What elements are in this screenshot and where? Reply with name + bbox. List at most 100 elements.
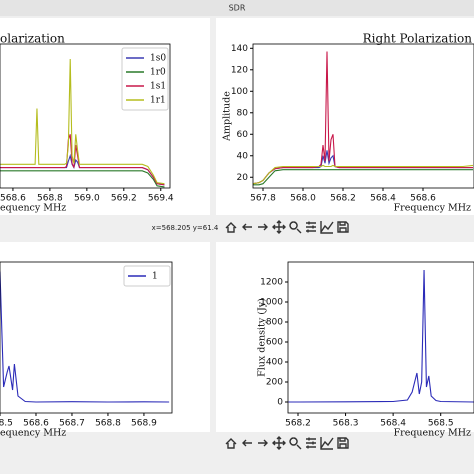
zoom-button[interactable]	[288, 436, 302, 450]
y-tick-label: 20	[237, 173, 249, 183]
x-tick-label: 569.2	[111, 194, 137, 204]
x-tick-label: 568.6	[23, 419, 49, 429]
configure-button[interactable]	[304, 436, 318, 450]
x-tick-label: 568.4	[370, 194, 396, 204]
configure-button[interactable]	[304, 220, 318, 234]
lines	[0, 59, 165, 188]
y-tick-label: 1000	[260, 298, 283, 308]
x-tick-label: 568.7	[59, 419, 85, 429]
y-tick-label: 80	[237, 108, 249, 118]
x-tick-label: 568.5	[0, 419, 13, 429]
series-line	[0, 270, 170, 403]
axes: 568.5 568.6 568.7 568.8 568.9 equency MHz 1	[0, 261, 173, 439]
x-axis-label: Frequency MHz	[394, 428, 471, 439]
series-line	[253, 164, 474, 185]
legend-label: 1r0	[150, 68, 166, 78]
button-area	[320, 436, 334, 450]
legend-label: 1s1	[150, 82, 166, 92]
series-line	[0, 134, 165, 186]
x-axis-label: Frequency MHz	[394, 203, 471, 214]
y-tick-label: 600	[266, 338, 283, 348]
y-axis-label: Amplitude	[222, 91, 233, 142]
panel	[0, 242, 210, 432]
legend-label: 1s0	[150, 54, 166, 64]
x-tick-label: 568.2	[285, 419, 311, 429]
panel	[0, 18, 210, 215]
icon	[289, 221, 302, 234]
icon	[306, 437, 316, 449]
axes: 568.2 568.3 568.4 568.5 0 200 400 600 800 1000 120…	[257, 261, 474, 439]
y-axis-label: Flux density (Jy)	[257, 298, 268, 377]
pan-button[interactable]	[272, 220, 286, 234]
y-tick-label: 400	[266, 358, 283, 368]
panel	[216, 18, 474, 215]
edit-axes-button[interactable]	[320, 220, 334, 234]
icon	[289, 437, 302, 450]
x-tick-label: 569.4	[148, 194, 174, 204]
panel	[216, 242, 474, 432]
icon	[225, 222, 237, 233]
y-tick-label: 140	[231, 44, 248, 54]
x-tick-label: 568.6	[0, 194, 26, 204]
icon	[272, 220, 286, 234]
x-axis-label: equency MHz	[0, 428, 66, 439]
y-tick-label: 120	[231, 65, 248, 75]
forward-button[interactable]	[256, 436, 270, 450]
y-tick-label: 800	[266, 318, 283, 328]
icon	[242, 223, 252, 231]
x-tick-label: 567.8	[250, 194, 276, 204]
back-button[interactable]	[240, 436, 254, 450]
axes-frame	[287, 261, 474, 414]
x-tick-label: 568.4	[380, 419, 406, 429]
home-button[interactable]	[224, 220, 238, 234]
axes: 567.8 568.0 568.2 568.4 568.6 20 40 60 80 100 120 1…	[222, 32, 474, 214]
x-tick-label: 568.3	[333, 419, 359, 429]
x-axis-label: equency MHz	[0, 203, 66, 214]
legend: 1	[123, 265, 171, 287]
y-tick-label: 100	[231, 87, 248, 97]
lines	[253, 51, 474, 186]
chart-title: Right Polarization	[363, 32, 473, 46]
axes-frame	[0, 43, 171, 189]
icon	[225, 438, 237, 449]
icon	[258, 439, 268, 447]
y-tick-label: 200	[266, 378, 283, 388]
lines	[0, 270, 170, 403]
save-button[interactable]	[336, 436, 350, 450]
x-tick-label: 569.0	[74, 194, 100, 204]
x-tick-label: 568.2	[330, 194, 356, 204]
chart-title: olarization	[0, 32, 65, 46]
icon	[320, 437, 334, 450]
button-area	[320, 220, 334, 234]
window-title: SDR	[229, 4, 246, 13]
legend-box	[123, 265, 171, 287]
series-line	[253, 169, 473, 186]
forward-button[interactable]	[256, 220, 270, 234]
zoom-button[interactable]	[288, 220, 302, 234]
y-tick-label: 1200	[260, 278, 283, 288]
legend-label: 1	[152, 272, 158, 282]
pan-button[interactable]	[272, 436, 286, 450]
x-tick-label: 568.9	[131, 419, 157, 429]
x-tick-label: 568.6	[410, 194, 436, 204]
title-bar	[0, 0, 474, 16]
legend-box	[121, 47, 169, 111]
series-line	[288, 269, 474, 403]
icon	[272, 436, 286, 450]
edit-axes-button[interactable]	[320, 436, 334, 450]
toolbar	[224, 220, 350, 234]
y-tick-label: 60	[237, 130, 249, 140]
home-button[interactable]	[224, 436, 238, 450]
save-button[interactable]	[336, 220, 350, 234]
back-button[interactable]	[240, 220, 254, 234]
icon	[337, 437, 349, 449]
toolbar	[224, 436, 350, 450]
legend: 1s0 1r0 1s1 1r1	[121, 47, 169, 111]
x-tick-label: 568.0	[290, 194, 316, 204]
series-line	[253, 51, 473, 185]
icon	[306, 221, 316, 233]
y-tick-label: 0	[277, 398, 283, 408]
cursor-coordinates: x=568.205 y=61.4	[152, 224, 219, 232]
